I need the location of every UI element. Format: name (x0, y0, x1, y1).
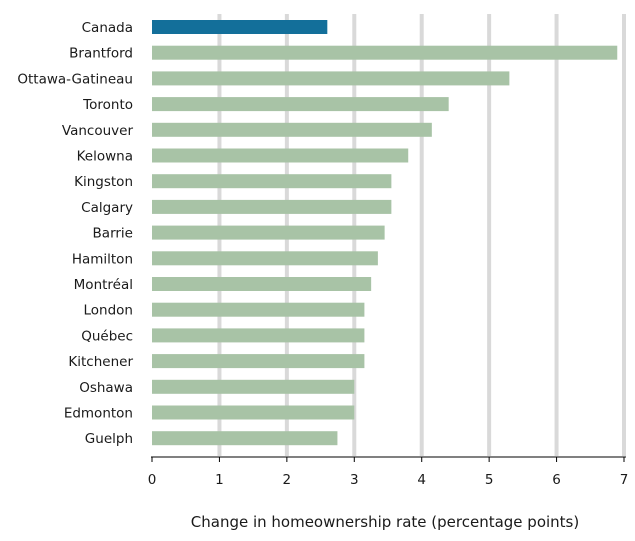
bar (152, 45, 618, 60)
bar (152, 71, 510, 86)
bar (152, 251, 378, 266)
bar (152, 379, 355, 394)
category-label: Barrie (93, 226, 133, 242)
x-tick-label: 3 (350, 472, 359, 488)
category-label: London (84, 303, 134, 319)
x-tick-label: 1 (215, 472, 224, 488)
category-label: Toronto (82, 97, 133, 113)
category-label: Ottawa-Gatineau (17, 71, 133, 87)
x-tick-label: 4 (417, 472, 426, 488)
category-label: Québec (81, 328, 133, 344)
bar (152, 225, 385, 240)
bar (152, 302, 365, 317)
category-label: Calgary (81, 200, 133, 216)
category-label: Brantford (69, 46, 133, 62)
category-label: Kelowna (77, 149, 133, 165)
category-label: Montréal (74, 277, 133, 293)
bar (152, 199, 392, 214)
bar (152, 97, 449, 112)
x-tick-label: 5 (485, 472, 494, 488)
category-label: Edmonton (64, 406, 133, 422)
bar (152, 405, 355, 420)
category-label: Canada (82, 20, 133, 36)
category-label: Hamilton (72, 251, 133, 267)
category-label: Vancouver (62, 123, 134, 139)
bar (152, 122, 432, 137)
bar (152, 354, 365, 369)
category-labels: Canada Brantford Ottawa-Gatineau Toronto Van… (17, 20, 133, 447)
category-label: Kitchener (68, 354, 133, 370)
category-label: Guelph (85, 431, 133, 447)
x-tick-labels: 0 1 2 3 4 5 6 7 (148, 457, 629, 488)
bars (152, 20, 618, 446)
x-axis-title: Change in homeownership rate (percentage… (191, 513, 579, 531)
bar (152, 148, 409, 163)
x-tick-label: 0 (148, 472, 157, 488)
x-tick-label: 7 (620, 472, 629, 488)
bar (152, 328, 365, 343)
x-tick-label: 6 (552, 472, 561, 488)
bar (152, 431, 338, 446)
bar (152, 20, 328, 34)
bar (152, 277, 372, 291)
x-tick-label: 2 (283, 472, 292, 488)
bar (152, 174, 392, 189)
category-label: Oshawa (79, 380, 133, 396)
category-label: Kingston (74, 174, 133, 190)
